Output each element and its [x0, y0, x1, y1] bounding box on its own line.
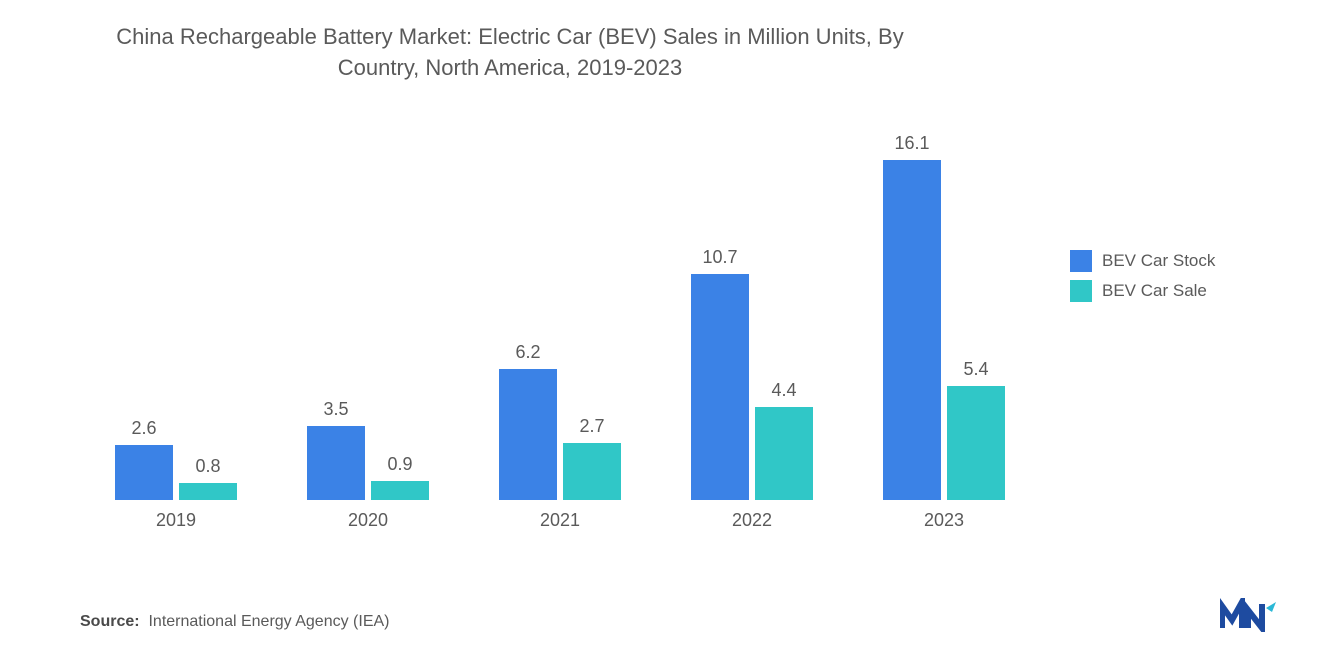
bar-stock-2021: 6.2 [499, 342, 557, 500]
x-tick-label: 2019 [80, 500, 272, 540]
bar-rect [499, 369, 557, 500]
legend: BEV Car Stock BEV Car Sale [1070, 250, 1215, 310]
legend-item-stock: BEV Car Stock [1070, 250, 1215, 272]
bar-group-2020: 3.5 0.9 [272, 120, 464, 500]
mordor-logo-icon [1220, 598, 1280, 637]
x-tick-label: 2022 [656, 500, 848, 540]
bar-stock-2023: 16.1 [883, 133, 941, 500]
x-tick-label: 2023 [848, 500, 1040, 540]
bar-value-label: 2.6 [131, 418, 156, 439]
chart-container: China Rechargeable Battery Market: Elect… [0, 0, 1320, 665]
legend-label: BEV Car Stock [1102, 251, 1215, 271]
bar-value-label: 0.8 [195, 456, 220, 477]
bar-value-label: 5.4 [963, 359, 988, 380]
bar-rect [179, 483, 237, 500]
bar-group-2022: 10.7 4.4 [656, 120, 848, 500]
x-tick-label: 2021 [464, 500, 656, 540]
bar-sale-2020: 0.9 [371, 454, 429, 500]
bar-rect [563, 443, 621, 500]
legend-swatch-icon [1070, 280, 1092, 302]
bar-stock-2019: 2.6 [115, 418, 173, 500]
bar-rect [947, 386, 1005, 500]
bar-group-2023: 16.1 5.4 [848, 120, 1040, 500]
bar-value-label: 4.4 [771, 380, 796, 401]
legend-label: BEV Car Sale [1102, 281, 1207, 301]
legend-swatch-icon [1070, 250, 1092, 272]
bar-rect [691, 274, 749, 500]
bar-group-2021: 6.2 2.7 [464, 120, 656, 500]
bar-value-label: 0.9 [387, 454, 412, 475]
bar-value-label: 6.2 [515, 342, 540, 363]
bar-sale-2021: 2.7 [563, 416, 621, 500]
bar-group-2019: 2.6 0.8 [80, 120, 272, 500]
bar-value-label: 2.7 [579, 416, 604, 437]
bar-stock-2020: 3.5 [307, 399, 365, 500]
source-prefix: Source: [80, 613, 140, 630]
chart-title: China Rechargeable Battery Market: Elect… [80, 22, 940, 84]
bar-sale-2022: 4.4 [755, 380, 813, 500]
bar-sale-2023: 5.4 [947, 359, 1005, 500]
legend-item-sale: BEV Car Sale [1070, 280, 1215, 302]
bar-groups: 2.6 0.8 3.5 0.9 [80, 120, 1040, 500]
bar-value-label: 3.5 [323, 399, 348, 420]
bar-stock-2022: 10.7 [691, 247, 749, 500]
chart-plot-area: 2.6 0.8 3.5 0.9 [80, 120, 1040, 540]
bar-rect [883, 160, 941, 500]
bar-sale-2019: 0.8 [179, 456, 237, 500]
bar-value-label: 16.1 [894, 133, 929, 154]
bar-rect [755, 407, 813, 500]
x-axis: 2019 2020 2021 2022 2023 [80, 500, 1040, 540]
bar-rect [115, 445, 173, 500]
source-text: International Energy Agency (IEA) [148, 613, 389, 630]
source-attribution: Source: International Energy Agency (IEA… [80, 613, 390, 631]
x-tick-label: 2020 [272, 500, 464, 540]
bar-value-label: 10.7 [702, 247, 737, 268]
bar-rect [371, 481, 429, 500]
bar-rect [307, 426, 365, 500]
